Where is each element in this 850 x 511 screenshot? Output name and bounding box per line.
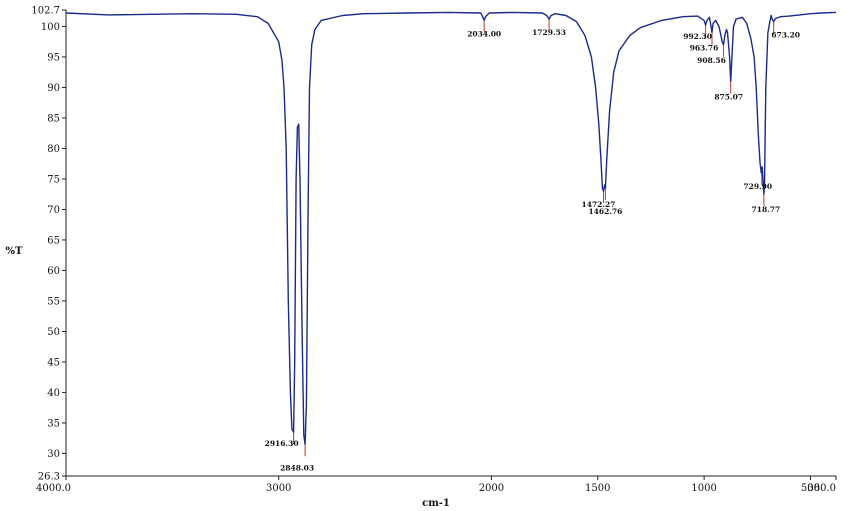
x-tick-label: 500 xyxy=(801,483,820,494)
y-tick-label: 65 xyxy=(47,235,60,246)
spectrum-series xyxy=(65,11,837,445)
peak-label: 908.56 xyxy=(697,56,726,65)
peak-markers xyxy=(293,19,775,457)
y-tick-label: 90 xyxy=(47,83,60,94)
peak-label: 673.20 xyxy=(771,31,800,40)
y-tick-label: 75 xyxy=(47,174,60,185)
y-tick-label: 26.3 xyxy=(38,472,60,483)
y-tick-label: 100 xyxy=(41,22,60,33)
x-axis-title: cm-1 xyxy=(422,498,450,509)
x-tick-label: 1500 xyxy=(585,483,610,494)
y-tick-label: 102.7 xyxy=(31,6,60,17)
y-tick-label: 80 xyxy=(47,144,60,155)
y-tick-label: 60 xyxy=(47,266,60,277)
y-tick-label: 40 xyxy=(47,388,60,399)
x-tick-label: 2000 xyxy=(479,483,504,494)
x-tick-label: 4000.0 xyxy=(36,483,71,494)
peak-label: 2034.00 xyxy=(467,29,501,38)
peak-label: 729.90 xyxy=(743,182,772,191)
y-tick-label: 95 xyxy=(47,52,60,63)
peak-label: 1462.76 xyxy=(588,207,622,216)
peak-label: 2848.03 xyxy=(280,463,314,472)
y-tick-label: 50 xyxy=(47,327,60,338)
y-tick-label: 45 xyxy=(47,357,60,368)
peak-labels: 2034.00 1729.53 992.30 963.76 908.56 875.07 67… xyxy=(265,28,800,472)
y-tick-label: 70 xyxy=(47,205,60,216)
peak-label: 718.77 xyxy=(752,205,781,214)
x-tick-label: 3000 xyxy=(266,483,291,494)
y-axis-title: %T xyxy=(6,246,24,257)
spectrum-line xyxy=(65,11,837,445)
x-tick-label: 1000 xyxy=(691,483,716,494)
peak-label: 1729.53 xyxy=(532,28,566,37)
y-tick-label: 35 xyxy=(47,418,60,429)
peak-label: 963.76 xyxy=(690,44,719,53)
peak-label: 875.07 xyxy=(714,92,743,101)
peak-label: 992.30 xyxy=(683,32,712,41)
peak-label: 2916.30 xyxy=(265,439,299,448)
y-tick-label: 85 xyxy=(47,113,60,124)
x-tick-label: 380.0 xyxy=(807,483,836,494)
y-axis: 26.3 30 35 40 45 50 55 60 65 70 75 80 85 90 95 100 102.7 xyxy=(31,6,67,483)
peak-label: 1472.27 xyxy=(582,200,616,209)
y-tick-label: 55 xyxy=(47,296,60,307)
y-tick-label: 30 xyxy=(47,449,60,460)
